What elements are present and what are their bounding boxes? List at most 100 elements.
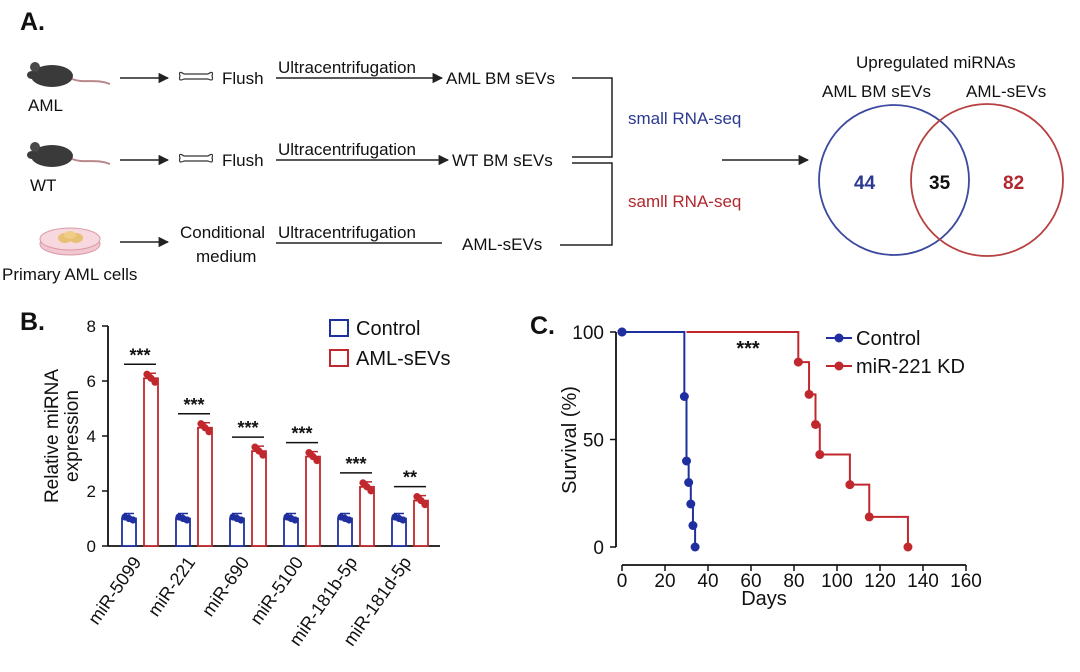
data-point xyxy=(811,419,820,429)
venn-left-label: AML BM sEVs xyxy=(822,82,931,101)
category-label: miR-5099 xyxy=(84,553,145,628)
flush-label-1: Flush xyxy=(222,69,264,88)
x-tick-label: 140 xyxy=(907,571,939,592)
category-label: miR-690 xyxy=(198,553,253,620)
panel-c-label: C. xyxy=(530,312,555,340)
data-point xyxy=(617,327,627,337)
data-point xyxy=(815,450,825,460)
significance-stars: *** xyxy=(183,395,204,415)
legend-label: AML-sEVs xyxy=(356,348,450,370)
significance-stars: *** xyxy=(736,338,760,360)
data-point xyxy=(804,389,814,399)
data-point xyxy=(205,428,213,436)
category-label: miR-221 xyxy=(144,553,199,620)
data-point xyxy=(183,516,191,524)
ultracentrifugation-label-3: Ultracentrifugation xyxy=(278,223,416,242)
data-point xyxy=(864,512,874,522)
ultracentrifugation-label-2: Ultracentrifugation xyxy=(278,140,416,159)
y-tick-label: 6 xyxy=(87,372,96,391)
venn-title: Upregulated miRNAs xyxy=(856,53,1016,72)
data-point xyxy=(903,542,913,552)
bar-aml-sevs xyxy=(251,450,267,547)
data-point xyxy=(399,516,407,524)
bar-aml-sevs xyxy=(359,485,375,547)
panel-a-label: A. xyxy=(20,8,45,36)
significance-stars: ** xyxy=(403,468,417,488)
wt-mouse-icon xyxy=(27,142,111,167)
y-tick-label: 100 xyxy=(572,323,604,344)
bar-aml-sevs xyxy=(143,377,159,547)
panel-b: B. 0 2 4 6 8 Relative miRNA expression *** miR-5… xyxy=(20,308,450,650)
bar-aml-sevs xyxy=(305,455,321,547)
data-point xyxy=(313,457,321,465)
significance-stars: *** xyxy=(237,418,258,438)
samll-rna-seq-label: samll RNA-seq xyxy=(628,192,741,211)
bone-icon xyxy=(178,153,214,163)
venn-left-count: 44 xyxy=(854,173,876,194)
medium-label: medium xyxy=(196,247,256,266)
data-point xyxy=(845,480,855,490)
venn-right-circle xyxy=(910,103,1064,257)
bracket-bottom xyxy=(560,162,613,246)
data-point xyxy=(679,392,689,401)
bar-chart: 0 2 4 6 8 Relative miRNA expression *** miR-5099… xyxy=(42,317,450,650)
data-point xyxy=(688,521,698,530)
bracket-top xyxy=(572,77,613,158)
panel-a: A. AML Flush Ultracentrifugation AML BM … xyxy=(2,8,1064,284)
x-tick-label: 60 xyxy=(740,571,761,592)
legend-swatch xyxy=(329,319,349,337)
wt-label: WT xyxy=(30,176,56,195)
legend-marker xyxy=(834,333,844,343)
venn-right-count: 82 xyxy=(1003,173,1024,194)
aml-label: AML xyxy=(28,96,63,115)
y-axis-title: expression xyxy=(62,390,83,482)
legend-label: Control xyxy=(356,318,420,340)
data-point xyxy=(345,516,353,524)
survival-chart: 0 50 100 0 20 40 60 80 100 120 140 160 Days Survival … xyxy=(559,323,982,610)
significance-stars: *** xyxy=(291,424,312,444)
wt-bm-sevs-label: WT BM sEVs xyxy=(452,151,553,170)
y-tick-label: 50 xyxy=(583,431,604,452)
data-point xyxy=(237,516,245,524)
venn-overlap-count: 35 xyxy=(929,173,951,194)
legend-marker xyxy=(834,361,844,371)
legend-label: Control xyxy=(856,328,920,350)
primary-aml-cells-label: Primary AML cells xyxy=(2,265,137,284)
data-point xyxy=(690,542,700,552)
flush-label-2: Flush xyxy=(222,151,264,170)
data-point xyxy=(682,456,691,466)
y-axis-title: Survival (%) xyxy=(559,386,581,494)
y-tick-label: 2 xyxy=(87,482,96,501)
series-line-control xyxy=(622,331,697,547)
significance-stars: *** xyxy=(129,345,150,365)
data-point xyxy=(151,378,159,386)
data-point xyxy=(793,357,803,367)
y-tick-label: 0 xyxy=(593,538,604,559)
venn-left-circle xyxy=(818,104,970,256)
aml-sevs-label: AML-sEVs xyxy=(462,235,542,254)
y-tick-label: 4 xyxy=(87,427,96,446)
x-tick-label: 160 xyxy=(950,571,982,592)
small-rna-seq-label: small RNA-seq xyxy=(628,109,741,128)
data-point xyxy=(129,516,137,524)
aml-bm-sevs-label: AML BM sEVs xyxy=(446,69,555,88)
aml-mouse-icon xyxy=(27,62,111,87)
legend-label: miR-221 KD xyxy=(856,356,965,378)
bar-aml-sevs xyxy=(197,426,213,547)
data-point xyxy=(259,451,267,459)
x-tick-label: 100 xyxy=(821,571,853,592)
x-tick-label: 120 xyxy=(864,571,896,592)
data-point xyxy=(684,478,694,487)
data-point xyxy=(686,499,696,509)
data-point xyxy=(367,487,375,495)
y-tick-label: 0 xyxy=(87,537,96,556)
x-tick-label: 40 xyxy=(697,571,718,592)
y-axis-title: Relative miRNA xyxy=(42,369,63,503)
venn-diagram: Upregulated miRNAs AML BM sEVs AML-sEVs … xyxy=(818,53,1064,257)
y-tick-label: 8 xyxy=(87,317,96,336)
panel-c: C. 0 50 100 0 20 40 60 80 100 120 140 160 Days Surviv… xyxy=(530,312,982,610)
x-tick-label: 0 xyxy=(617,571,628,592)
x-axis-title: Days xyxy=(741,588,787,610)
conditional-label: Conditional xyxy=(180,223,265,242)
